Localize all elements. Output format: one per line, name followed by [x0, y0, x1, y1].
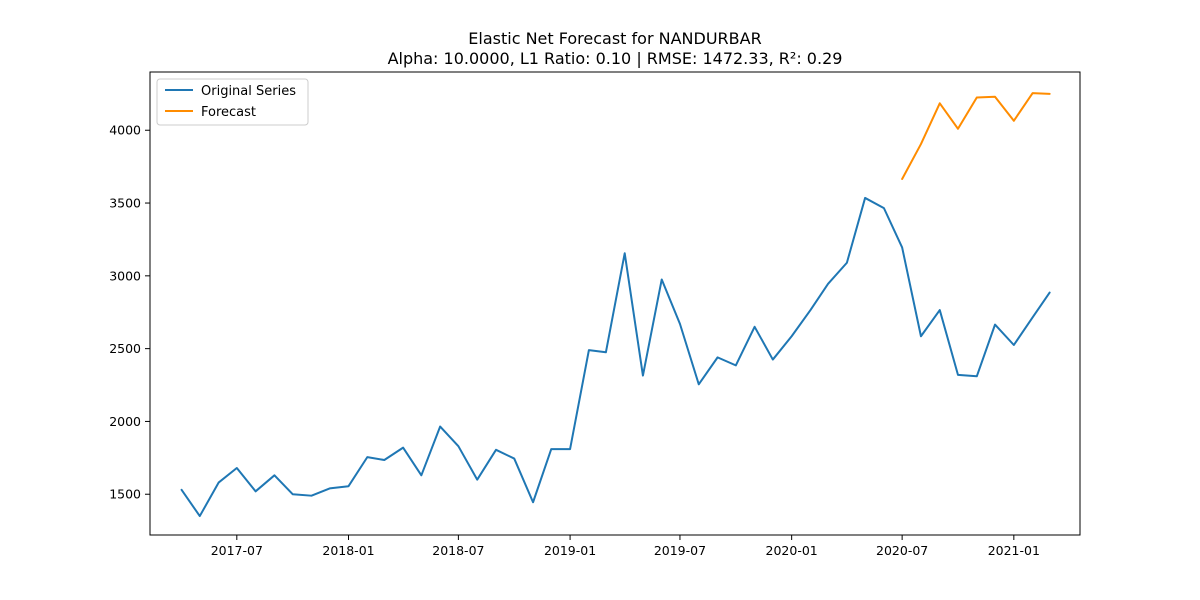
- x-tick-label: 2019-01: [544, 543, 596, 558]
- series-layer: [180, 92, 1051, 518]
- x-axis-ticks: 2017-07 2018-01 2018-07 2019-01 2019-07 2020-…: [211, 535, 1040, 558]
- x-tick-label: 2018-07: [432, 543, 484, 558]
- legend-label-forecast: Forecast: [201, 105, 256, 120]
- x-tick-label: 2017-07: [211, 543, 263, 558]
- y-tick-label: 3000: [109, 268, 141, 283]
- series-line-original-series: [180, 196, 1051, 518]
- series-line-forecast: [901, 92, 1051, 181]
- chart-title: Elastic Net Forecast for NANDURBAR: [468, 29, 761, 48]
- y-tick-label: 2000: [109, 414, 141, 429]
- y-tick-label: 2500: [109, 341, 141, 356]
- x-tick-label: 2021-01: [988, 543, 1040, 558]
- y-tick-label: 3500: [109, 196, 141, 211]
- x-tick-label: 2019-07: [654, 543, 706, 558]
- plot-frame: [149, 71, 1081, 536]
- chart-subtitle: Alpha: 10.0000, L1 Ratio: 0.10 | RMSE: 1…: [388, 49, 843, 68]
- y-tick-label: 1500: [109, 487, 141, 502]
- y-tick-label: 4000: [109, 123, 141, 138]
- x-tick-label: 2020-07: [876, 543, 928, 558]
- x-tick-label: 2018-01: [322, 543, 374, 558]
- y-axis-ticks: 1500 2000 2500 3000 3500 4000: [109, 123, 150, 502]
- legend-label-original-series: Original Series: [201, 84, 296, 99]
- x-tick-label: 2020-01: [766, 543, 818, 558]
- legend-box: [156, 78, 309, 126]
- legend: Original Series Forecast: [156, 78, 309, 126]
